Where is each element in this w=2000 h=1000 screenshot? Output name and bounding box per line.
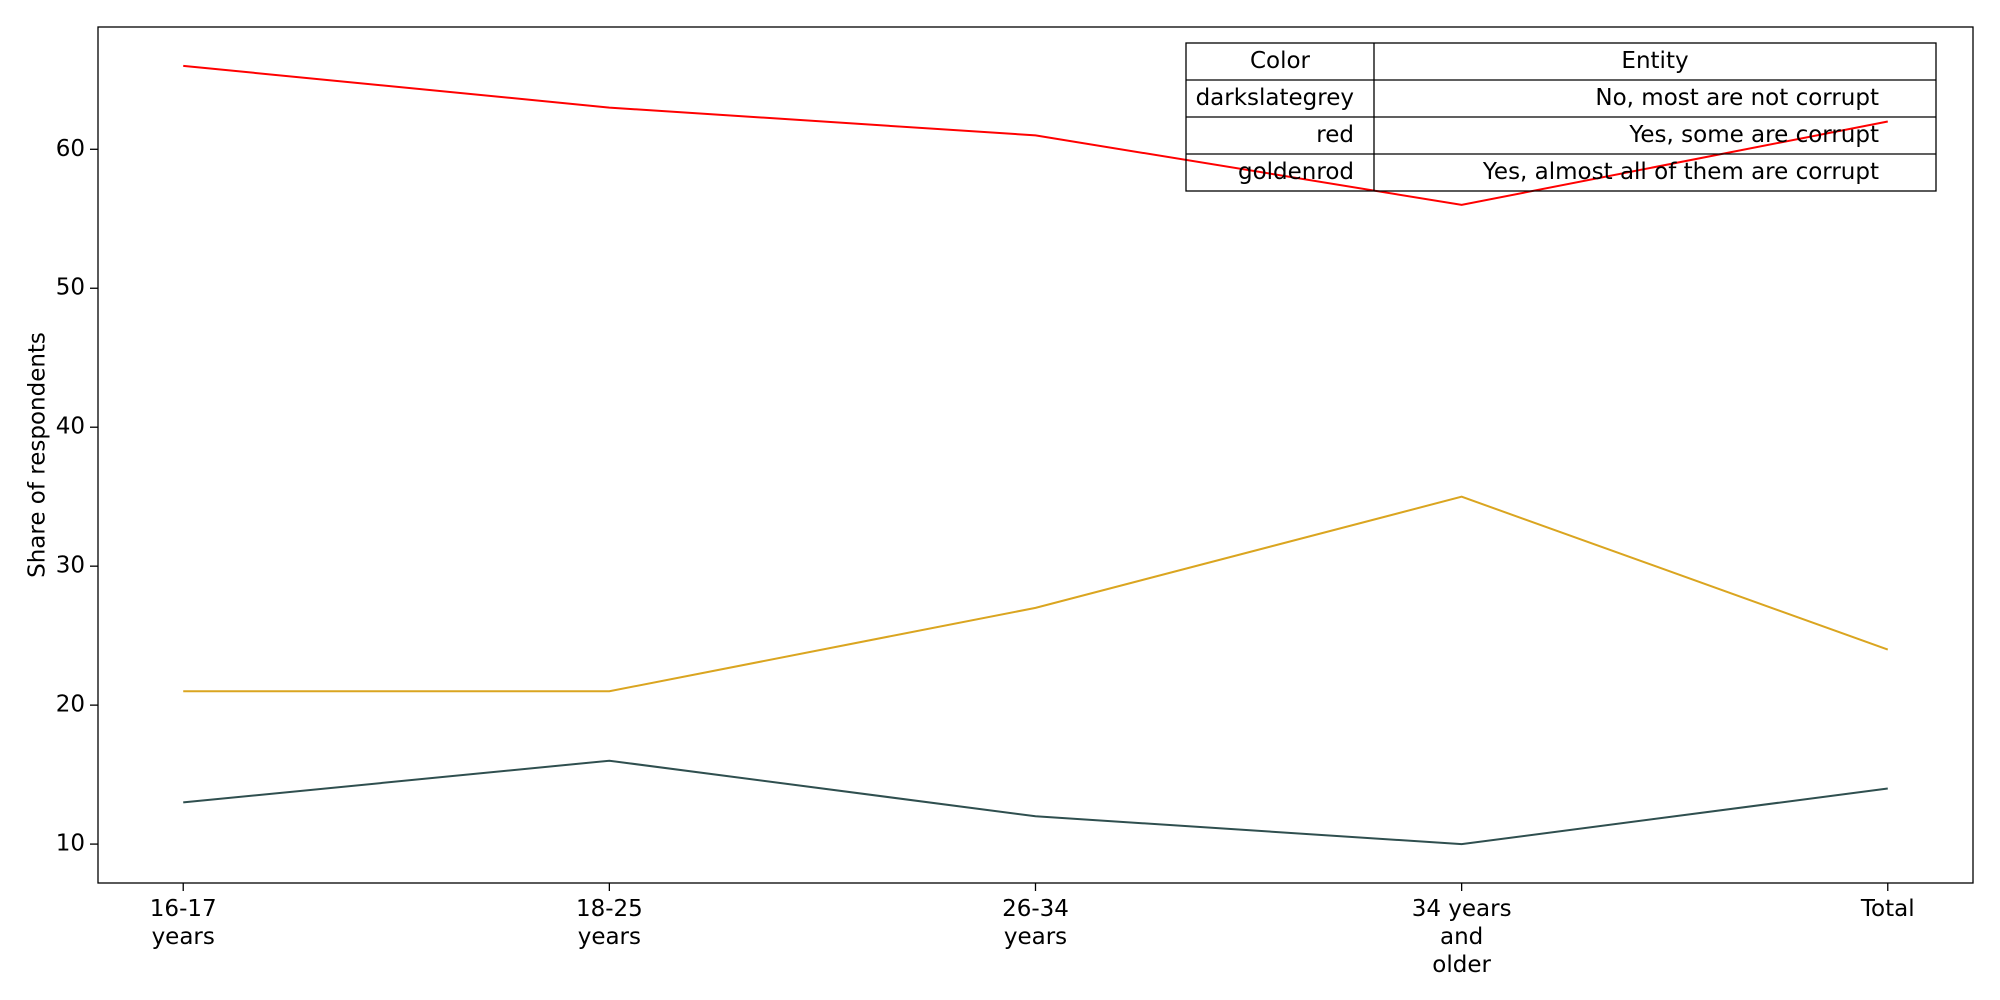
x-tick-label: 26-34 years	[1002, 896, 1069, 950]
y-tick-label: 20	[56, 692, 85, 718]
y-tick-label: 30	[56, 553, 85, 579]
y-tick-label: 60	[56, 136, 85, 162]
legend-header: Entity	[1621, 48, 1688, 74]
legend-color: red	[1316, 122, 1354, 148]
y-tick-label: 40	[56, 414, 85, 440]
legend-header: Color	[1250, 48, 1311, 74]
x-tick-label: 18-25 years	[575, 896, 643, 950]
series-line	[183, 64, 1888, 206]
legend-entry: Yes, almost all of them are corrupt	[1482, 159, 1879, 185]
y-tick-label: 10	[56, 831, 85, 857]
legend-entry: No, most are not corrupt	[1595, 85, 1879, 111]
x-tick-label: Total	[1860, 896, 1915, 922]
legend-color: darkslategrey	[1196, 85, 1354, 111]
series-line	[183, 759, 1888, 846]
x-tick-label: 34 years and older	[1411, 896, 1512, 978]
y-tick-label: 50	[56, 275, 85, 301]
series-line	[183, 495, 1889, 693]
legend-color: goldenrod	[1238, 159, 1354, 185]
legend-entry: Yes, some are corrupt	[1628, 122, 1879, 148]
x-tick-label: 16-17 years	[149, 896, 217, 950]
y-axis-label: Share of respondents	[25, 332, 51, 578]
